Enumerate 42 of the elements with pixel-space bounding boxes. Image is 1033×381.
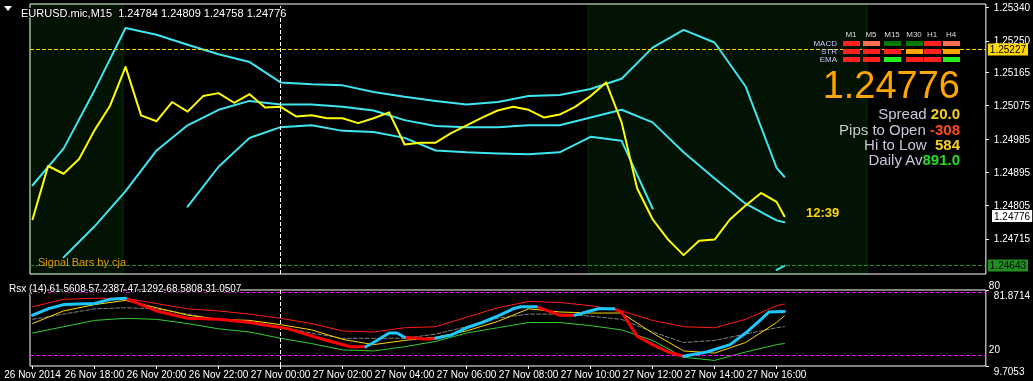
y-tick-label: 1.25340 bbox=[993, 2, 1031, 14]
annotation: Signal Bars by cja bbox=[38, 256, 127, 268]
x-tick-label: 27 Nov 16:00 bbox=[746, 368, 807, 380]
y-tick-label: 1.25165 bbox=[993, 66, 1031, 78]
annotation: H1 bbox=[926, 29, 938, 39]
x-tick-label: 27 Nov 14:00 bbox=[684, 368, 745, 380]
x-tick-label: 27 Nov 12:00 bbox=[622, 368, 683, 380]
x-tick-label: 26 Nov 2014 bbox=[4, 368, 62, 380]
y-tick-label: 1.24805 bbox=[993, 200, 1031, 212]
x-tick-label: 26 Nov 18:00 bbox=[64, 368, 125, 380]
annotation: M1 bbox=[845, 29, 858, 39]
annotation: MACD bbox=[813, 38, 838, 48]
x-tick-label: 27 Nov 04:00 bbox=[374, 368, 435, 380]
ref-line-label: 1.24643 bbox=[989, 259, 1027, 271]
annotation: 12:39 bbox=[806, 204, 840, 220]
annotation: Daily Av891.0 bbox=[868, 150, 961, 168]
x-tick-label: 27 Nov 02:00 bbox=[312, 368, 373, 380]
chart-title: Rsx (14) 61.5608 57.2387 47.1292 68.5808 31.0507 bbox=[9, 282, 242, 294]
y-tick-label: 1.24895 bbox=[993, 166, 1031, 178]
ref-line-label: 1.25227 bbox=[989, 43, 1027, 55]
x-tick-label: 27 Nov 00:00 bbox=[250, 368, 311, 380]
y-tick-label: 1.25075 bbox=[993, 100, 1031, 112]
y-tick-label: 1.24985 bbox=[993, 133, 1031, 145]
y-tick-label: 81.8714 bbox=[993, 289, 1031, 301]
annotation: M5 bbox=[865, 29, 878, 39]
y-tick-label: 9.7053 bbox=[993, 365, 1025, 377]
annotation: Spread 20.0 bbox=[878, 104, 961, 122]
x-tick-label: 27 Nov 08:00 bbox=[498, 368, 559, 380]
chart-title: EURUSD.mic,M15 1.24784 1.24809 1.24758 1.24776 bbox=[21, 6, 287, 19]
annotation: 1.24776 bbox=[822, 64, 960, 106]
x-tick-label: 26 Nov 22:00 bbox=[188, 368, 249, 380]
annotation: H4 bbox=[945, 29, 957, 39]
annotation: M30 bbox=[906, 29, 923, 39]
ref-line-label: 80 bbox=[988, 280, 1001, 292]
ref-line-label: 20 bbox=[988, 343, 1001, 355]
x-tick-label: 26 Nov 20:00 bbox=[126, 368, 187, 380]
x-tick-label: 27 Nov 06:00 bbox=[436, 368, 497, 380]
y-tick-label: 1.24715 bbox=[993, 233, 1031, 245]
x-tick-label: 27 Nov 10:00 bbox=[560, 368, 621, 380]
annotation: EMA bbox=[819, 54, 838, 64]
text: 1.24776 bbox=[994, 210, 1031, 222]
annotation: M15 bbox=[884, 29, 901, 39]
